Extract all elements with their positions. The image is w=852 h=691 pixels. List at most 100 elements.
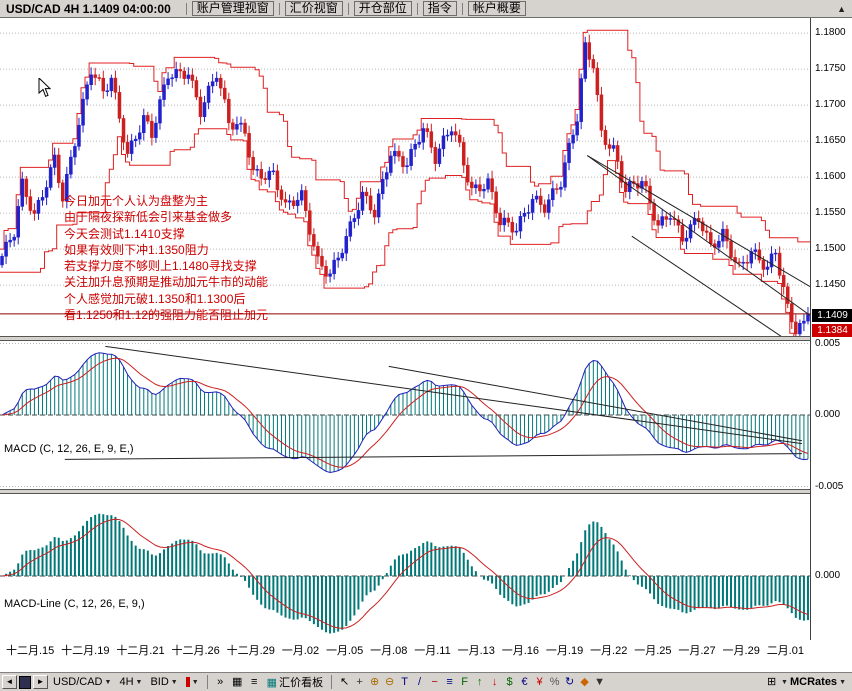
time-axis-label: 十二月.21 [116, 645, 165, 657]
time-axis-label: 一月.02 [281, 645, 320, 657]
menu-divider [461, 2, 463, 15]
toolbar-divider [206, 675, 208, 689]
fibonacci-tool[interactable]: F [461, 676, 468, 688]
price-axis-tick: 0.000 [815, 409, 841, 420]
price-axis-tick: 1.1550 [815, 207, 846, 219]
chevron-down-icon: ▼ [191, 678, 199, 686]
menu-account-summary[interactable]: 帐户概要 [467, 1, 526, 16]
time-axis-label: 一月.16 [501, 645, 540, 657]
rate-board-button[interactable]: ▦ 汇价看板 [264, 674, 326, 690]
chevron-down-icon: ▼ [839, 678, 846, 686]
time-axis-label: 一月.08 [370, 645, 408, 657]
price-type-dropdown[interactable]: BID ▼ [147, 676, 180, 688]
toolbar-divider [331, 675, 333, 689]
macd-panel[interactable]: MACD (C, 12, 26, E, 9, E,) [0, 341, 810, 489]
menu-orders[interactable]: 指令 [422, 1, 457, 16]
menu-divider [347, 2, 349, 15]
chevron-down-icon: ▼ [104, 678, 112, 686]
alert-icon[interactable]: ◆ [580, 676, 589, 688]
scroll-right-button[interactable]: ► [33, 675, 48, 689]
macd-line-indicator-label: MACD-Line (C, 12, 26, E, 9,) [4, 598, 145, 610]
menu-rate-window[interactable]: 汇价视窗 [284, 1, 343, 16]
bottom-toolbar: ◄ ► USD/CAD ▼ 4H ▼ BID ▼ ▼ » ▦ ≡ ▦ 汇价看板 ↖ + ⊕… [0, 672, 852, 691]
percent-icon[interactable]: % [549, 676, 560, 688]
time-axis: 十二月.15 十二月.19 十二月.21 十二月.26 十二月.29 一月.02 一月.05… [0, 640, 810, 660]
window-menu-icon[interactable]: ⊞ [766, 676, 777, 688]
time-axis-label: 一月.25 [634, 645, 672, 657]
grid-icon[interactable]: ▦ [231, 676, 243, 688]
price-axis[interactable]: 1.1800 1.1750 1.1700 1.1650 1.1600 1.1550 1.15… [810, 18, 852, 640]
time-axis-label: 一月.22 [590, 645, 628, 657]
secondary-price-badge: 1.1384 [812, 323, 852, 337]
timeframe-dropdown[interactable]: 4H ▼ [116, 676, 145, 688]
window-control-icon[interactable]: ▲ [837, 3, 846, 14]
more-tools-icon[interactable]: ▼ [594, 676, 606, 688]
menu-account-management-window[interactable]: 账户管理视窗 [191, 1, 274, 16]
price-type-dropdown-value: BID [150, 676, 169, 688]
zoom-out-icon[interactable]: ⊖ [384, 676, 395, 688]
price-axis-tick: 1.1650 [815, 135, 846, 147]
time-axis-label: 十二月.19 [61, 645, 110, 657]
euro-icon[interactable]: € [521, 676, 528, 688]
price-axis-tick: 1.1800 [815, 27, 846, 39]
menu-divider [185, 2, 187, 15]
brand-label: MCRates [789, 676, 838, 688]
macd-line-panel[interactable]: MACD-Line (C, 12, 26, E, 9,) [0, 494, 810, 640]
top-menu-bar: USD/CAD 4H 1.1409 04:00:00 账户管理视窗 汇价视窗 开… [0, 0, 852, 18]
zoom-in-icon[interactable]: ⊕ [369, 676, 380, 688]
price-axis-tick: -0.005 [815, 480, 844, 492]
up-arrow-icon[interactable]: ↑ [476, 676, 483, 688]
down-arrow-icon[interactable]: ↓ [491, 676, 498, 688]
symbol-dropdown[interactable]: USD/CAD ▼ [50, 676, 114, 688]
price-axis-tick: 1.1450 [815, 279, 846, 291]
channel-tool[interactable]: ≡ [446, 676, 453, 688]
chevron-down-icon[interactable]: ▼ [781, 678, 788, 686]
chart-title: USD/CAD 4H 1.1409 04:00:00 [6, 1, 171, 16]
time-axis-label: 一月.29 [722, 645, 760, 657]
trendline-tool[interactable]: / [418, 676, 422, 688]
panel-splitter[interactable] [0, 489, 852, 494]
price-axis-tick: 1.1750 [815, 63, 846, 75]
scroll-left-button[interactable]: ◄ [2, 675, 17, 689]
data-window-icon[interactable]: ≡ [250, 676, 258, 688]
chart-style-dropdown[interactable]: ▼ [183, 677, 202, 687]
brand-dropdown[interactable]: MCRates ▼ [790, 676, 846, 688]
rate-board-icon: ▦ [266, 676, 278, 689]
pointer-tool[interactable]: ↖ [339, 676, 350, 688]
rate-board-label: 汇价看板 [279, 677, 324, 689]
time-axis-label: 十二月.26 [171, 645, 220, 657]
yen-icon[interactable]: ¥ [536, 676, 543, 688]
chevron-down-icon: ▼ [170, 678, 178, 686]
scrollbar-thumb[interactable] [19, 675, 31, 689]
goto-end-icon[interactable]: » [217, 676, 224, 688]
menu-divider [416, 2, 418, 15]
crosshair-tool[interactable]: + [356, 676, 363, 688]
main-price-chart[interactable] [0, 18, 810, 336]
price-axis-tick: 1.1600 [815, 171, 846, 183]
time-axis-label: 十二月.15 [6, 645, 55, 657]
chevron-down-icon: ▼ [135, 678, 143, 686]
dollar-icon[interactable]: $ [506, 676, 513, 688]
menu-open-positions[interactable]: 开仓部位 [353, 1, 412, 16]
price-axis-tick: 1.1700 [815, 99, 846, 111]
time-axis-label: 一月.19 [545, 645, 584, 657]
price-axis-tick: 0.000 [815, 570, 841, 581]
time-axis-label: 一月.13 [457, 645, 495, 657]
refresh-icon[interactable]: ↻ [564, 676, 575, 688]
time-axis-label: 一月.05 [325, 645, 364, 657]
time-axis-label: 十二月.29 [226, 645, 275, 657]
time-axis-label: 一月.11 [414, 645, 451, 657]
panel-splitter[interactable] [0, 336, 852, 341]
hline-tool[interactable]: − [431, 676, 438, 688]
current-price-badge: 1.1409 [812, 308, 852, 322]
macd-indicator-label: MACD (C, 12, 26, E, 9, E,) [4, 443, 134, 455]
time-axis-label: 一月.27 [678, 645, 716, 657]
candlestick-style-icon [185, 677, 190, 687]
timeframe-dropdown-value: 4H [119, 676, 134, 688]
menu-divider [278, 2, 280, 15]
time-axis-label: 二月.01 [766, 645, 804, 657]
symbol-dropdown-value: USD/CAD [53, 676, 103, 688]
price-axis-tick: 1.1500 [815, 243, 846, 255]
text-tool[interactable]: T [401, 676, 408, 688]
